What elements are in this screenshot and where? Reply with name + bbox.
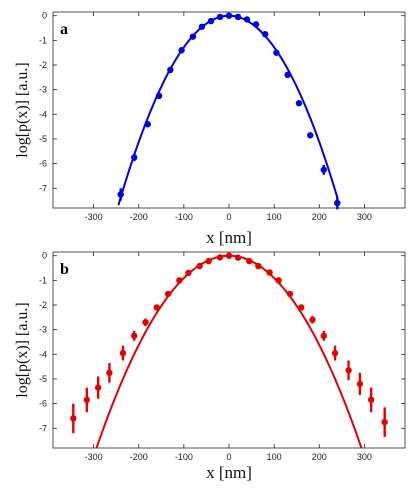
data-point: [117, 191, 124, 198]
x-tick-label: 100: [267, 212, 282, 222]
data-point: [320, 332, 327, 340]
data-point: [225, 12, 233, 19]
data-point: [106, 369, 113, 377]
data-point: [298, 304, 305, 311]
data-point: [144, 120, 151, 128]
data-point: [234, 254, 242, 261]
y-tick-label: -4: [39, 349, 47, 359]
data-point: [225, 252, 233, 259]
y-tick-label: -5: [39, 134, 47, 144]
data-point: [356, 380, 364, 388]
data-point: [70, 415, 77, 422]
data-point: [307, 132, 314, 139]
y-tick-label: 0: [42, 251, 47, 261]
y-tick-label: -2: [39, 300, 47, 310]
data-point: [255, 262, 262, 270]
data-point: [234, 13, 242, 21]
data-point: [345, 367, 352, 374]
y-tick-label: -6: [39, 399, 47, 409]
data-point: [273, 49, 280, 56]
data-point: [261, 30, 269, 38]
chart-panel-a: -300 -200 -100 0 100 200 300 0 -1 -2 -3 -4 -5 -6 -7 x […: [14, 11, 406, 247]
data-point: [176, 277, 183, 284]
data-point: [286, 290, 294, 298]
axes-frame: [52, 11, 406, 209]
x-tick-label: 200: [312, 452, 327, 462]
data-point: [320, 166, 327, 173]
data-point: [216, 13, 224, 21]
x-tick-label: -200: [130, 212, 148, 222]
data-point: [295, 100, 303, 107]
data-point: [334, 199, 341, 207]
y-tick-label: -6: [39, 159, 47, 169]
data-point: [252, 21, 260, 28]
data-point: [196, 262, 203, 270]
data-point: [131, 332, 138, 340]
data-point: [119, 349, 127, 357]
data-point: [205, 257, 212, 265]
x-tick-label: -100: [175, 212, 193, 222]
x-tick-label: -300: [85, 212, 103, 222]
panel-label: b: [60, 261, 69, 278]
data-point: [189, 33, 197, 40]
x-tick-label: 0: [226, 212, 231, 222]
data-point: [131, 154, 138, 161]
data-point: [367, 396, 375, 404]
data-point: [216, 254, 224, 261]
x-tick-label: -100: [175, 452, 193, 462]
x-axis-label: x [nm]: [206, 463, 252, 482]
x-tick-label: 300: [357, 212, 372, 222]
y-tick-label: -1: [39, 35, 47, 45]
data-point: [309, 316, 316, 323]
data-point: [94, 384, 102, 391]
data-point: [266, 269, 273, 276]
x-tick-label: -300: [85, 452, 103, 462]
data-point: [142, 319, 149, 326]
axes-frame: [52, 251, 406, 449]
data-point: [185, 269, 192, 277]
data-point: [246, 257, 253, 265]
data-point: [207, 17, 215, 25]
data-point: [83, 396, 91, 404]
fit-curve: [95, 254, 363, 448]
y-tick-label: 0: [42, 11, 47, 21]
y-tick-label: -7: [39, 183, 47, 193]
data-point: [198, 23, 206, 30]
data-point: [331, 349, 339, 357]
chart-panel-b: -300 -200 -100 0 100 200 300 0 -1 -2 -3 -4 -5 -6 -7 x […: [14, 251, 406, 482]
y-tick-label: -1: [39, 275, 47, 285]
y-axis-label: log[p(x)] [a.u.]: [14, 62, 31, 158]
data-point: [153, 304, 160, 311]
y-tick-label: -7: [39, 423, 47, 433]
data-point: [275, 277, 282, 284]
x-tick-label: -200: [130, 452, 148, 462]
fit-curve: [117, 14, 339, 206]
y-tick-label: -3: [39, 85, 47, 95]
y-tick-label: -3: [39, 325, 47, 335]
data-point: [381, 418, 388, 426]
data-point: [178, 47, 185, 54]
x-tick-label: 200: [312, 212, 327, 222]
x-tick-label: 100: [267, 452, 282, 462]
x-axis-label: x [nm]: [206, 228, 252, 247]
y-tick-label: -2: [39, 60, 47, 70]
y-axis-label: log[p(x)] [a.u.]: [14, 302, 31, 398]
x-tick-label: 0: [226, 452, 231, 462]
data-point: [243, 16, 251, 23]
data-point: [167, 66, 174, 74]
data-point: [284, 71, 291, 79]
y-tick-label: -4: [39, 109, 47, 119]
x-tick-label: 300: [357, 452, 372, 462]
panel-label: a: [60, 21, 68, 38]
data-point: [164, 290, 172, 298]
data-point: [155, 92, 163, 100]
y-tick-label: -5: [39, 374, 47, 384]
